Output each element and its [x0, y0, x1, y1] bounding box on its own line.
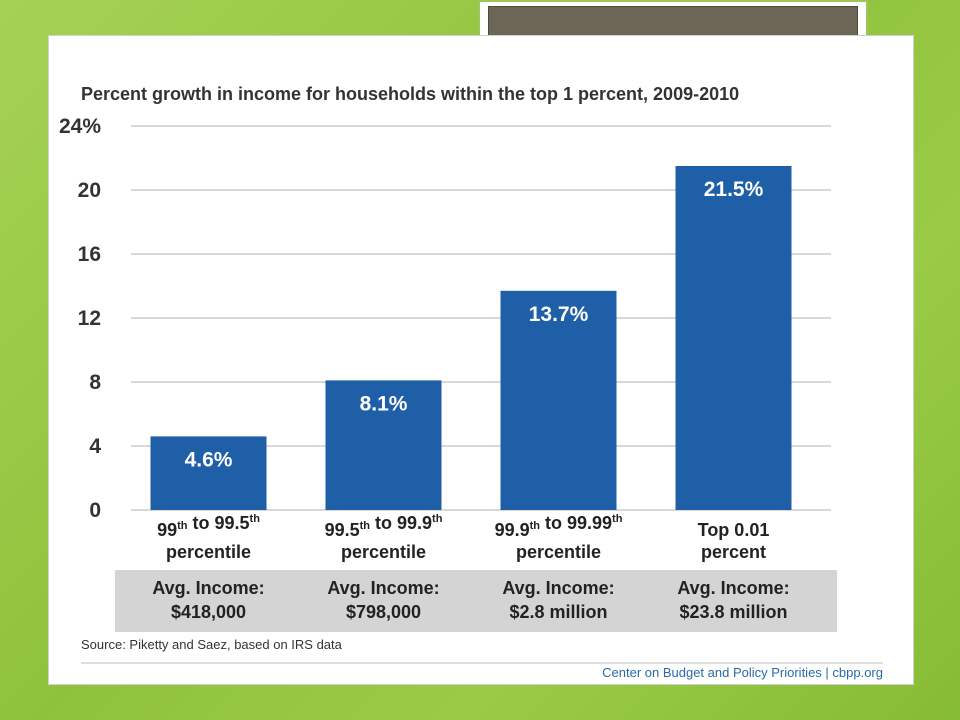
- category-text: 99: [157, 520, 177, 540]
- avg-income-band: Avg. Income: $418,000 Avg. Income: $798,000…: [115, 570, 837, 632]
- avg-income-label: Avg. Income:: [152, 578, 264, 598]
- category-label-line1: 99.9th to 99.99th: [495, 513, 623, 540]
- bar: [325, 380, 442, 510]
- category-text: 99.9: [495, 520, 530, 540]
- category-label-line1: 99.5th to 99.9th: [325, 513, 443, 540]
- bar: [675, 166, 792, 510]
- avg-income-value: $418,000: [171, 602, 246, 622]
- bar-value-label: 8.1%: [360, 392, 408, 415]
- category-sup: th: [177, 520, 188, 532]
- bar-value-label: 13.7%: [529, 303, 589, 326]
- avg-income-value: $798,000: [346, 602, 421, 622]
- category-sup: th: [432, 513, 443, 525]
- y-tick-label: 12: [78, 307, 101, 330]
- category-text: to 99.9: [370, 513, 432, 533]
- avg-income-label: Avg. Income:: [502, 578, 614, 598]
- avg-income-band-bg: [115, 570, 837, 632]
- category-sup: th: [250, 513, 261, 525]
- y-axis-ticks: 0 4 8 12 16 20 24%: [59, 115, 101, 522]
- avg-income-value: $23.8 million: [679, 602, 787, 622]
- chart-title: Percent growth in income for households …: [81, 84, 739, 104]
- bar-value-label: 21.5%: [704, 178, 764, 201]
- bar-value-label: 4.6%: [185, 448, 233, 471]
- category-sup: th: [612, 513, 623, 525]
- category-label-line2: percent: [701, 542, 766, 562]
- y-tick-label: 0: [89, 499, 101, 522]
- avg-income-label: Avg. Income:: [327, 578, 439, 598]
- bars: 4.6% 8.1% 13.7% 21.5%: [150, 166, 792, 510]
- y-tick-label: 24%: [59, 115, 101, 138]
- category-label-line1: 99th to 99.5th: [157, 513, 260, 540]
- category-sup: th: [360, 520, 371, 532]
- bar-chart: Percent growth in income for households …: [59, 84, 883, 680]
- y-tick-label: 20: [78, 179, 101, 202]
- source-note: Source: Piketty and Saez, based on IRS d…: [81, 637, 343, 652]
- category-sup: th: [530, 520, 541, 532]
- category-text: Top 0.01: [698, 520, 770, 540]
- category-label-line2: percentile: [166, 542, 251, 562]
- bar: [150, 436, 267, 510]
- credit-line: Center on Budget and Policy Priorities |…: [602, 665, 883, 680]
- category-label-line2: percentile: [516, 542, 601, 562]
- avg-income-value: $2.8 million: [509, 602, 607, 622]
- y-tick-label: 4: [89, 435, 101, 458]
- y-tick-label: 8: [89, 371, 101, 394]
- category-text: 99.5: [325, 520, 360, 540]
- y-tick-label: 16: [78, 243, 101, 266]
- avg-income-label: Avg. Income:: [677, 578, 789, 598]
- category-label-line2: percentile: [341, 542, 426, 562]
- chart-panel: Percent growth in income for households …: [48, 35, 914, 685]
- category-text: to 99.5: [188, 513, 250, 533]
- category-label-line1: Top 0.01: [698, 520, 770, 540]
- bar: [500, 290, 617, 510]
- category-text: to 99.99: [540, 513, 612, 533]
